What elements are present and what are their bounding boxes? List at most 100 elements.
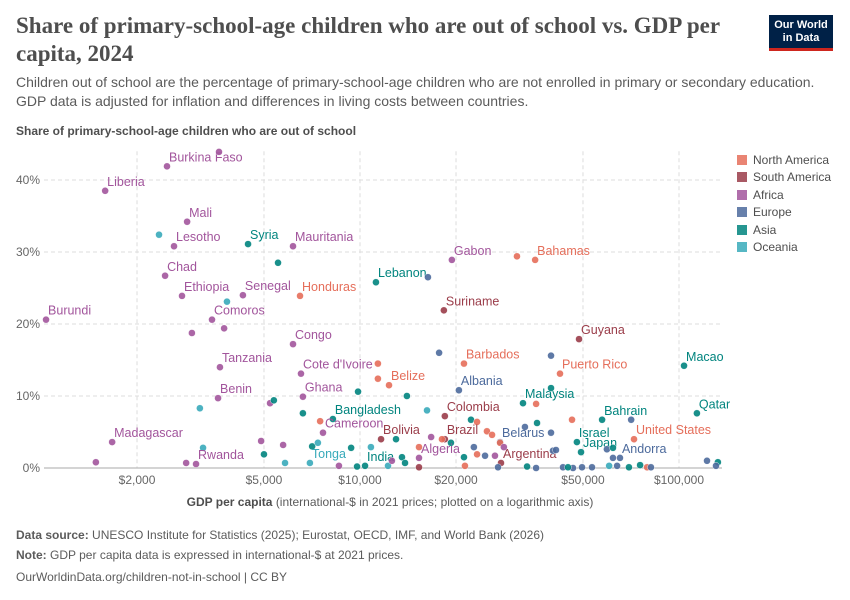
data-point (483, 427, 491, 435)
point-label: Madagascar (114, 426, 183, 440)
data-point (196, 404, 204, 412)
data-point (441, 412, 449, 420)
data-point (578, 463, 586, 471)
point-label: Brazil (447, 423, 478, 437)
legend-swatch (737, 224, 747, 235)
data-point (42, 315, 50, 324)
point-label: India (367, 450, 394, 464)
data-point (279, 441, 287, 449)
data-point (488, 431, 496, 439)
point-label: Argentina (503, 447, 557, 461)
legend-item[interactable]: Asia (737, 221, 831, 239)
data-point (299, 409, 307, 417)
source-label: Data source: (16, 528, 89, 542)
x-tick-label: $2,000 (119, 473, 156, 487)
point-label: Syria (250, 228, 279, 242)
data-point (609, 454, 617, 462)
data-point (170, 242, 178, 250)
legend-label: South America (753, 170, 832, 185)
x-axis-title-rest: (international-$ in 2021 prices; plotted… (275, 495, 594, 509)
data-point (270, 396, 278, 405)
data-point (473, 450, 481, 459)
data-point (438, 435, 446, 443)
chart-subtitle: Children out of school are the percentag… (16, 74, 815, 109)
point-label: Benin (220, 382, 252, 396)
data-point (532, 464, 540, 472)
data-point (178, 292, 186, 300)
data-point (647, 463, 655, 471)
data-point (367, 443, 375, 451)
x-tick-label: $20,000 (434, 473, 478, 487)
data-point (415, 443, 423, 451)
legend-item[interactable]: North America (737, 151, 831, 169)
data-point (625, 463, 633, 471)
owid-logo[interactable]: Our World in Data (769, 15, 833, 51)
y-axis-title: Share of primary-school-age children who… (16, 124, 357, 138)
data-point (547, 384, 555, 392)
point-label: Lebanon (378, 266, 427, 280)
point-label: Mauritania (295, 230, 353, 244)
data-point (415, 463, 423, 471)
source-text: UNESCO Institute for Statistics (2025); … (92, 528, 544, 542)
data-point (161, 272, 169, 280)
legend-swatch (737, 207, 747, 218)
point-label: Ethiopia (184, 280, 229, 294)
data-point (377, 435, 385, 443)
legend-label: North America (753, 152, 830, 167)
data-point (401, 459, 409, 467)
data-point (316, 417, 324, 425)
legend-swatch (737, 154, 747, 165)
data-point (533, 419, 541, 427)
data-point (461, 462, 469, 470)
data-point (564, 463, 572, 471)
point-label: United States (636, 423, 711, 437)
data-point (613, 462, 621, 470)
footer-url[interactable]: OurWorldinData.org/children-not-in-schoo… (16, 570, 288, 584)
data-point (308, 442, 316, 451)
data-point (398, 453, 406, 461)
data-point (532, 400, 540, 408)
data-point (630, 435, 638, 443)
legend-item[interactable]: Oceania (737, 239, 831, 257)
point-label: Barbados (466, 348, 520, 362)
data-point (183, 218, 191, 226)
data-point (547, 429, 555, 437)
data-point (636, 461, 644, 469)
point-label: Tanzania (222, 351, 272, 365)
data-point (415, 454, 423, 462)
data-point (521, 423, 529, 431)
x-tick-label: $50,000 (561, 473, 605, 487)
data-point (473, 418, 481, 426)
data-point (494, 463, 502, 471)
legend-item[interactable]: South America (737, 169, 831, 187)
note: Note: GDP per capita data is expressed i… (16, 548, 403, 562)
legend-label: Europe (753, 205, 792, 220)
data-point (556, 369, 564, 378)
legend-label: Asia (753, 222, 777, 237)
data-point (260, 450, 268, 459)
point-label: Gabon (454, 244, 492, 258)
data-point (627, 416, 635, 424)
point-label: Puerto Rico (562, 358, 627, 372)
point-label: Congo (295, 328, 332, 342)
point-label: Algeria (421, 442, 460, 456)
data-point (531, 256, 539, 264)
data-point (481, 452, 489, 460)
legend-item[interactable]: Europe (737, 204, 831, 222)
data-point (220, 324, 228, 333)
data-point (299, 393, 307, 401)
point-label: Ghana (305, 381, 343, 395)
point-label: Honduras (302, 280, 356, 294)
data-point (101, 187, 109, 195)
point-label: Belarus (502, 426, 544, 440)
data-point (223, 297, 231, 306)
data-point (470, 443, 478, 451)
x-tick-label: $5,000 (246, 473, 283, 487)
legend-item[interactable]: Africa (737, 186, 831, 204)
note-text: GDP per capita data is expressed in inte… (50, 548, 404, 562)
y-tick-label: 20% (16, 317, 40, 331)
data-point (598, 416, 606, 424)
y-tick-label: 30% (16, 245, 40, 259)
data-source: Data source: UNESCO Institute for Statis… (16, 528, 544, 542)
data-point (274, 259, 282, 267)
